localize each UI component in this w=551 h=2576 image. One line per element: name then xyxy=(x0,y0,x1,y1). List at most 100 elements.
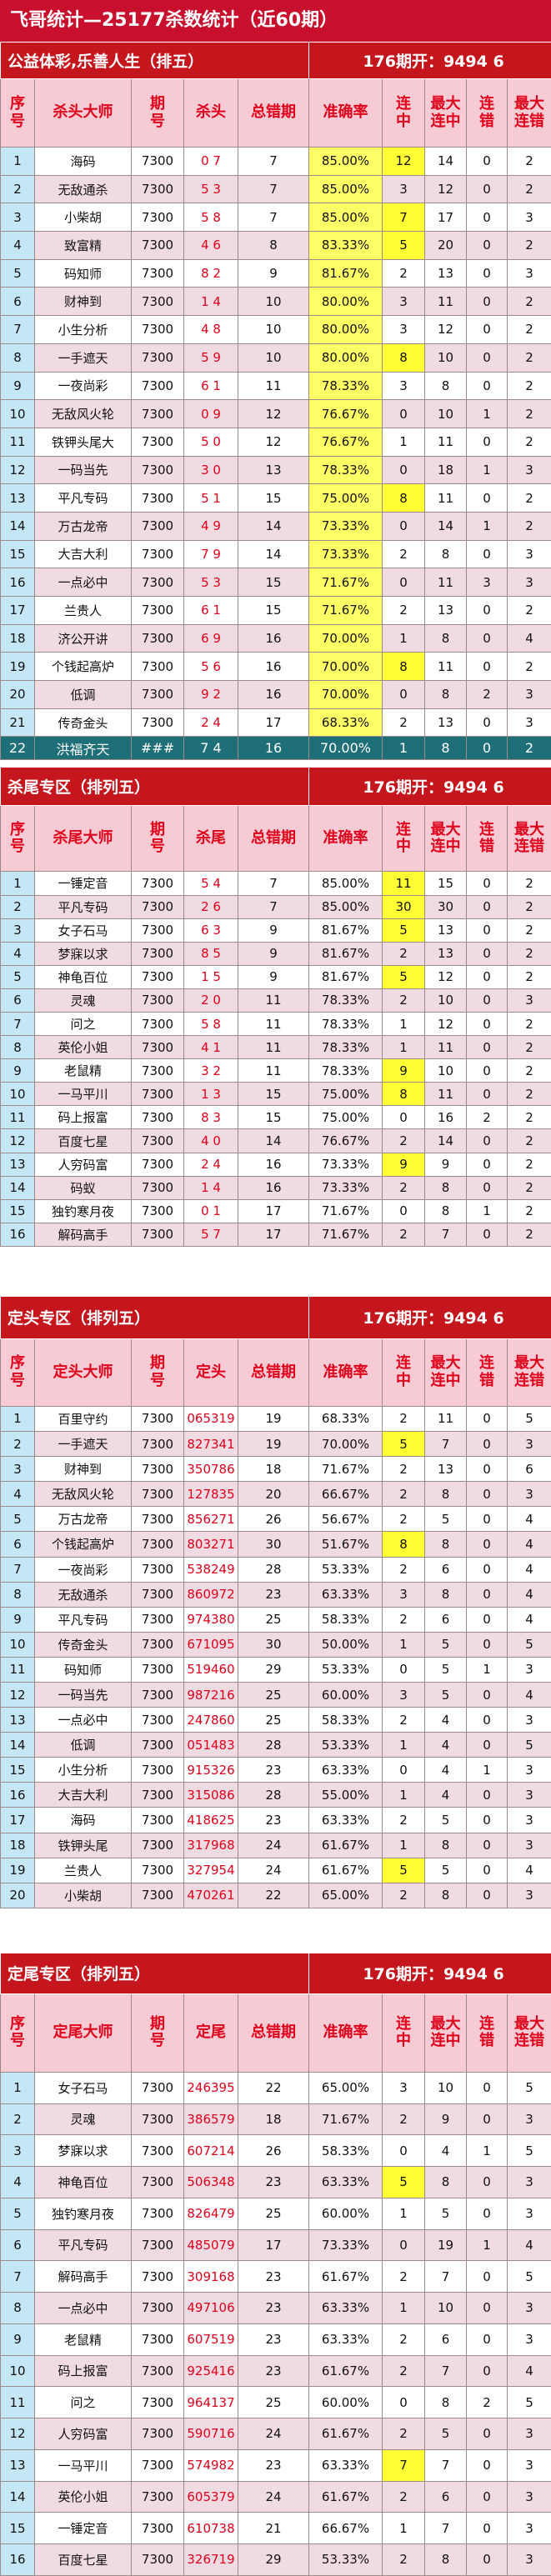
column-header: 准确率 xyxy=(309,1338,383,1406)
cell: 8 xyxy=(425,2544,467,2576)
cell: 5 xyxy=(508,2387,551,2418)
cell: 0 1 xyxy=(184,1199,238,1223)
cell: 7300 xyxy=(132,1833,184,1858)
cell: 0 xyxy=(467,918,508,942)
cell: 6 xyxy=(425,1557,467,1582)
column-header-text: 杀尾 xyxy=(196,830,226,848)
cell: 0 xyxy=(467,203,508,232)
column-header-text: 杀头大师 xyxy=(53,104,113,122)
column-header: 最大连中 xyxy=(425,806,467,872)
cell: 8 xyxy=(1,343,35,372)
cell: 0 xyxy=(383,456,425,484)
cell: 0 xyxy=(467,895,508,918)
cell: 9 xyxy=(1,1607,35,1632)
column-header: 最大连中 xyxy=(425,1993,467,2072)
draw-result: 176期开：9494 6 xyxy=(309,1953,551,1993)
cell: 问之 xyxy=(35,2387,132,2418)
cell: 5 xyxy=(508,2261,551,2293)
cell: 63.33% xyxy=(309,1582,383,1607)
column-header-text: 连中 xyxy=(396,1355,411,1389)
cell: 14 xyxy=(238,1129,309,1153)
cell: 10 xyxy=(238,288,309,316)
cell: 2 xyxy=(383,2418,425,2450)
cell: 5 xyxy=(383,1858,425,1883)
cell: 码上报富 xyxy=(35,1106,132,1129)
cell: 3 xyxy=(508,1758,551,1783)
cell: 470261 xyxy=(184,1883,238,1908)
cell: 19 xyxy=(1,653,35,681)
cell: 3 xyxy=(508,203,551,232)
column-header-text: 序号 xyxy=(10,96,25,130)
cell: 915326 xyxy=(184,1758,238,1783)
cell: 78.33% xyxy=(309,1013,383,1036)
cell: 9 xyxy=(383,1153,425,1176)
cell: 14 xyxy=(1,1176,35,1199)
cell: 7300 xyxy=(132,1733,184,1758)
cell: 12 xyxy=(238,428,309,456)
column-header: 连错 xyxy=(467,79,508,148)
cell: 68.33% xyxy=(309,1406,383,1431)
cell: 3 xyxy=(508,1833,551,1858)
cell: 0 xyxy=(383,512,425,540)
cell: 8 xyxy=(425,737,467,760)
cell: 53.33% xyxy=(309,1557,383,1582)
cell: 2 xyxy=(383,2323,425,2355)
cell: 13 xyxy=(1,1708,35,1733)
column-header: 连错 xyxy=(467,806,508,872)
cell: 4 xyxy=(508,1607,551,1632)
cell: 11 xyxy=(425,1083,467,1106)
cell: 8 xyxy=(1,1036,35,1059)
cell: 5 0 xyxy=(184,428,238,456)
cell: 0 xyxy=(467,2418,508,2450)
cell: 14 xyxy=(1,512,35,540)
cell: 0 xyxy=(383,1106,425,1129)
cell: 19 xyxy=(238,1406,309,1431)
cell: 85.00% xyxy=(309,148,383,176)
cell: 73.33% xyxy=(309,1153,383,1176)
cell: 22 xyxy=(238,1883,309,1908)
cell: 0 xyxy=(383,1199,425,1223)
cell: 71.67% xyxy=(309,1223,383,1246)
cell: 致富精 xyxy=(35,232,132,260)
cell: 7300 xyxy=(132,2513,184,2544)
cell: 0 xyxy=(467,2198,508,2229)
cell: 70.00% xyxy=(309,681,383,709)
cell: 7300 xyxy=(132,624,184,653)
cell: 0 xyxy=(467,540,508,568)
cell: 85.00% xyxy=(309,872,383,895)
column-header-text: 准确率 xyxy=(323,2024,368,2042)
cell: ### xyxy=(132,737,184,760)
cell: 0 xyxy=(383,400,425,428)
cell: 7300 xyxy=(132,2418,184,2450)
cell: 28 xyxy=(238,1783,309,1808)
cell: 9 xyxy=(1,372,35,400)
cell: 11 xyxy=(425,1036,467,1059)
cell: 11 xyxy=(1,1657,35,1682)
cell: 7300 xyxy=(132,1153,184,1176)
cell: 26 xyxy=(238,2135,309,2167)
cell: 5 xyxy=(1,259,35,288)
column-header-text: 杀头 xyxy=(196,104,226,122)
cell: 3 xyxy=(508,2449,551,2481)
cell: 7300 xyxy=(132,512,184,540)
cell: 0 xyxy=(467,1036,508,1059)
cell: 3 xyxy=(508,540,551,568)
cell: 3 xyxy=(508,2418,551,2450)
cell: 码知师 xyxy=(35,259,132,288)
cell: 7300 xyxy=(132,1858,184,1883)
cell: 2 xyxy=(1,895,35,918)
cell: 80.00% xyxy=(309,288,383,316)
cell: 0 xyxy=(467,1607,508,1632)
cell: 0 xyxy=(467,1507,508,1532)
cell: 7300 xyxy=(132,708,184,737)
